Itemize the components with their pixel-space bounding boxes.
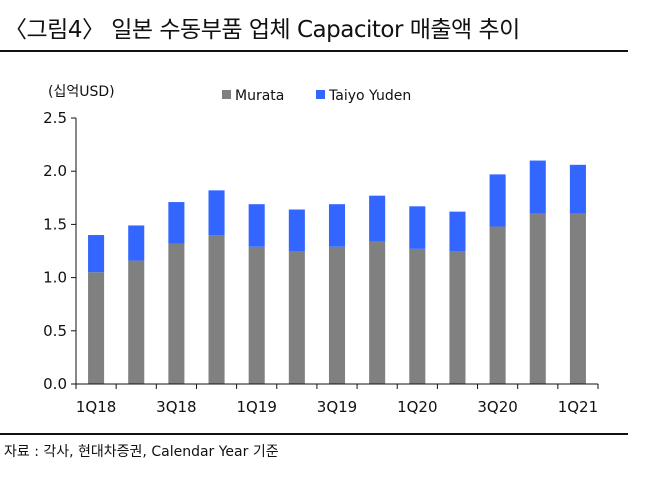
bar-murata [409, 248, 426, 384]
x-tick-label: 3Q19 [317, 398, 357, 416]
source-note: 자료 : 각사, 현대차증권, Calendar Year 기준 [4, 444, 279, 460]
y-tick-label: 2.0 [43, 162, 67, 180]
bar-taiyo-yuden [288, 209, 305, 251]
bar-taiyo-yuden [88, 235, 105, 273]
x-tick-label: 1Q21 [558, 398, 598, 416]
bar-taiyo-yuden [128, 225, 145, 261]
y-tick-label: 1.5 [43, 215, 67, 233]
y-tick-label: 2.5 [43, 109, 67, 127]
y-axis: 0.0 0.5 1.0 1.5 2.0 2.5 [43, 109, 77, 393]
bar-murata [529, 213, 546, 384]
bar-taiyo-yuden [369, 195, 386, 242]
y-tick-label: 0.0 [43, 375, 67, 393]
bar-taiyo-yuden [168, 202, 185, 244]
top-rule [0, 50, 628, 52]
bar-murata [328, 246, 346, 384]
bar-taiyo-yuden [248, 204, 265, 247]
bars [88, 160, 586, 384]
bar-murata [128, 260, 145, 384]
chart-title: 〈그림4〉 일본 수동부품 업체 Capacitor 매출액 추이 [4, 17, 520, 43]
legend-swatch [316, 90, 325, 99]
bar-murata [208, 235, 225, 384]
y-tick-label: 0.5 [43, 322, 67, 340]
bar-taiyo-yuden [208, 190, 225, 236]
legend: Murata Taiyo Yuden [222, 88, 411, 104]
legend-label: Murata [235, 88, 284, 104]
legend-label: Taiyo Yuden [328, 88, 411, 104]
bar-taiyo-yuden [569, 164, 586, 214]
x-tick-label: 1Q18 [76, 398, 116, 416]
bar-murata [569, 213, 586, 384]
bar-murata [449, 251, 466, 384]
bar-taiyo-yuden [489, 174, 506, 227]
legend-swatch [222, 90, 231, 99]
bar-murata [288, 251, 305, 384]
x-tick-label: 1Q20 [397, 398, 437, 416]
bottom-rule [0, 433, 628, 435]
bar-murata [168, 243, 185, 384]
bar-murata [88, 272, 105, 384]
x-tick-label: 1Q19 [236, 398, 276, 416]
bar-murata [248, 246, 265, 384]
bar-murata [489, 226, 506, 384]
x-tick-label: 3Q18 [156, 398, 196, 416]
bar-taiyo-yuden [409, 206, 426, 249]
bar-murata [369, 241, 386, 384]
bar-taiyo-yuden [328, 204, 346, 247]
x-tick-label: 3Q20 [477, 398, 517, 416]
y-unit-label: (십억USD) [48, 84, 115, 100]
y-tick-label: 1.0 [43, 269, 67, 287]
bar-taiyo-yuden [449, 211, 466, 251]
x-axis: 1Q18 3Q18 1Q19 3Q19 1Q20 3Q20 1Q21 [75, 383, 599, 416]
bar-taiyo-yuden [529, 160, 546, 214]
